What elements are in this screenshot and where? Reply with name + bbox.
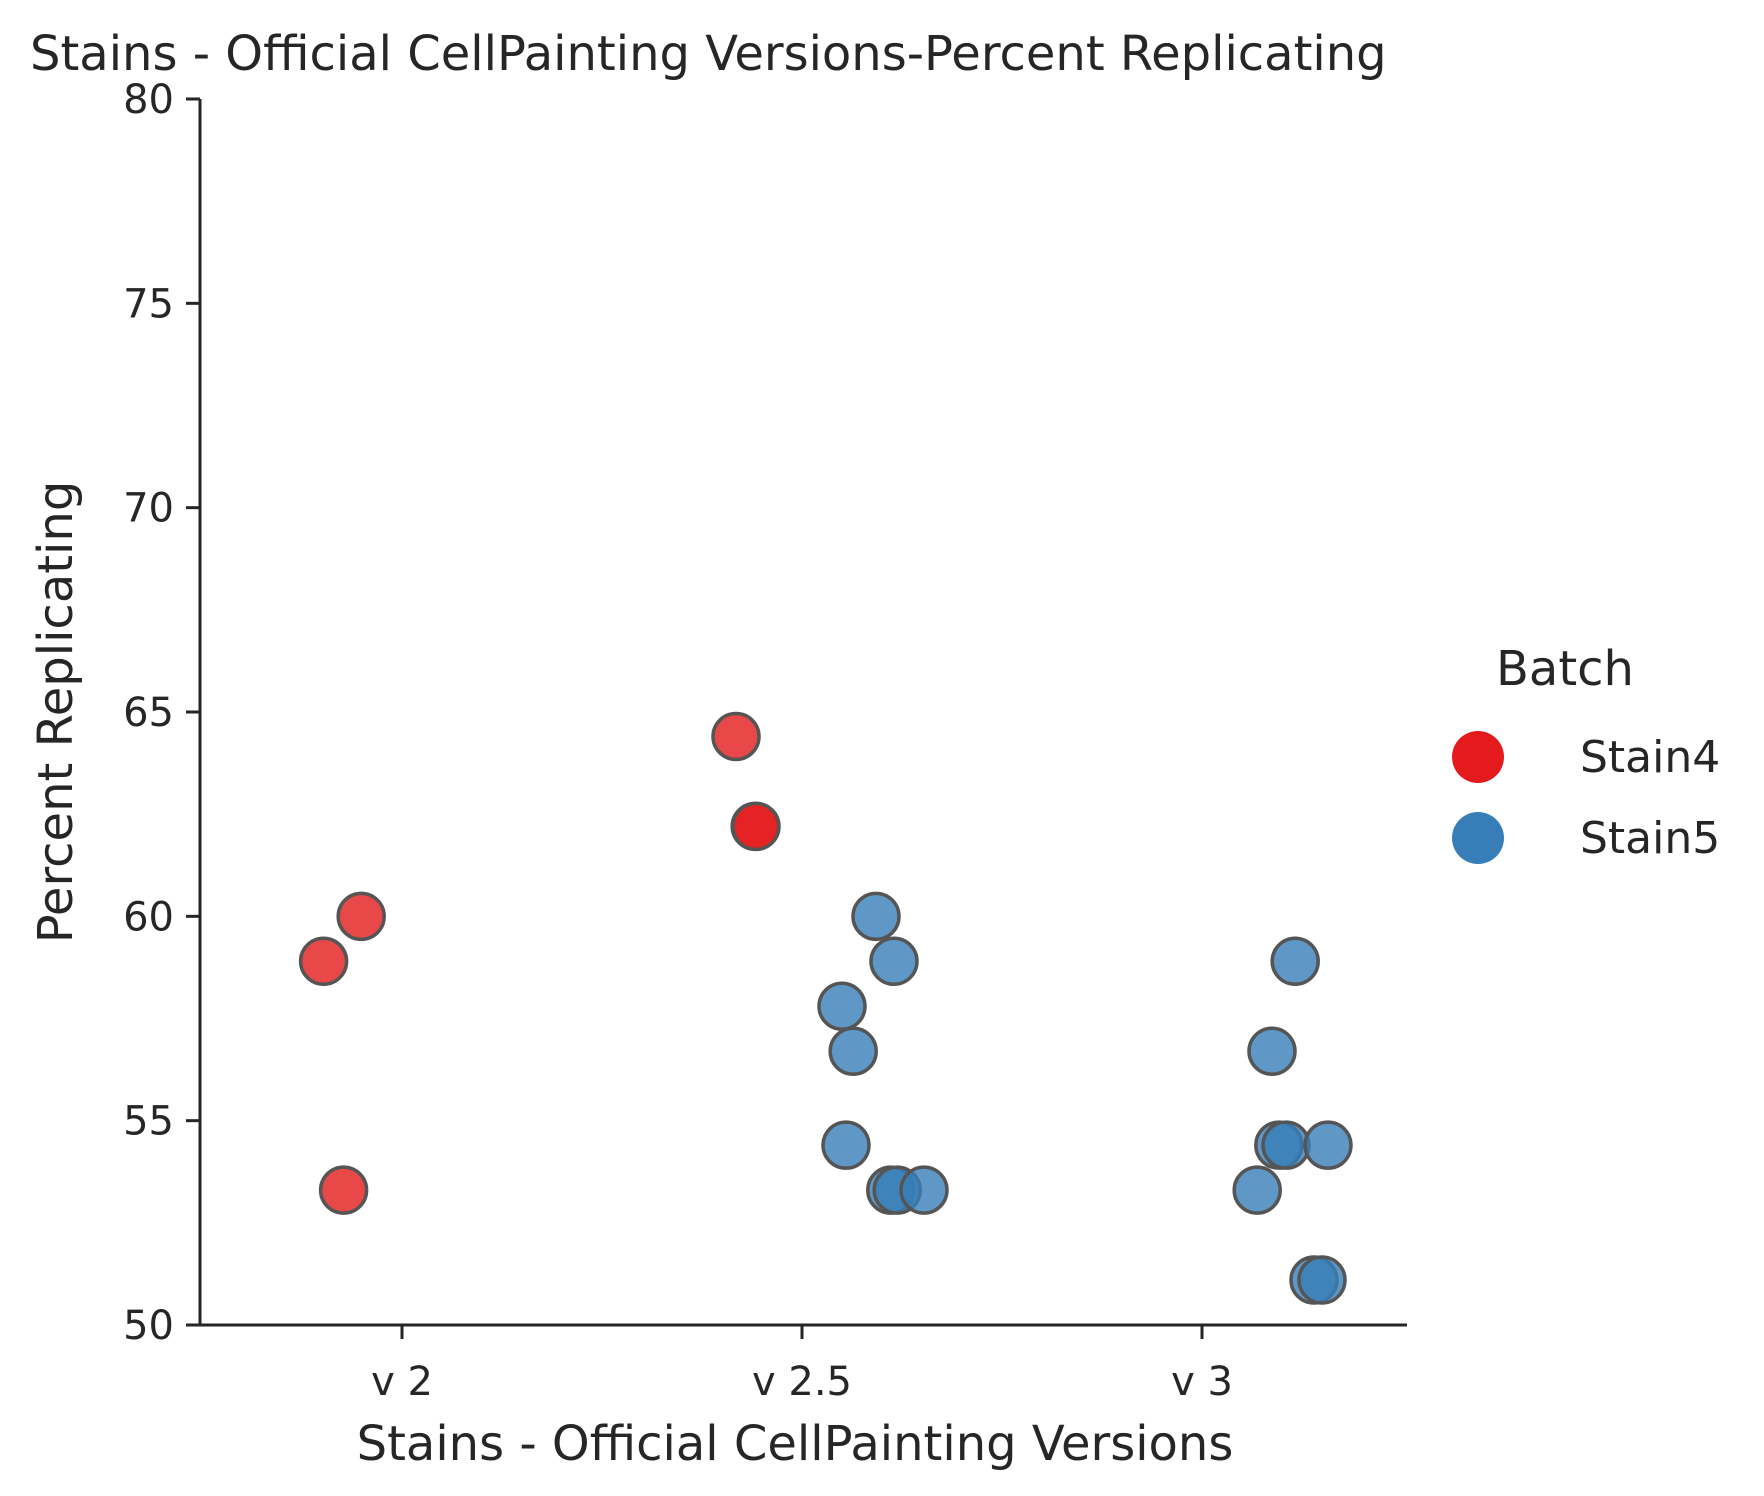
legend-marker [1452, 812, 1504, 864]
y-tick-label: 55 [123, 1099, 174, 1145]
data-point [318, 1165, 369, 1215]
legend: Batch Stain4 Stain5 [1452, 641, 1720, 864]
data-point [869, 936, 919, 987]
y-tick-label: 60 [123, 894, 174, 940]
data-point [336, 891, 386, 942]
y-axis-label: Percent Replicating [28, 481, 84, 944]
data-point [851, 891, 901, 942]
chart-title: Stains - Official CellPainting Versions-… [30, 26, 1387, 82]
data-point [899, 1165, 949, 1215]
data-point [298, 936, 349, 987]
legend-marker [1452, 731, 1504, 783]
plot-area: 50 55 60 65 70 75 80 v 2 v 2.5 v 3 [123, 77, 1407, 1405]
x-tick-label: v 2 [371, 1359, 433, 1405]
legend-label: Stain4 [1580, 732, 1720, 783]
data-point [731, 801, 781, 852]
series-stain5 [817, 891, 1353, 1305]
data-point [817, 981, 867, 1031]
data-point [1247, 1026, 1297, 1076]
data-point [1297, 1255, 1347, 1305]
data-point [1303, 1120, 1353, 1170]
data-point [1270, 936, 1320, 987]
data-point [828, 1026, 878, 1076]
series-stain4 [298, 711, 781, 1215]
y-tick-label: 75 [123, 281, 174, 327]
data-point [1261, 1120, 1311, 1170]
legend-label: Stain5 [1580, 813, 1720, 864]
data-point [821, 1120, 871, 1170]
legend-title: Batch [1496, 641, 1634, 697]
data-point [711, 711, 761, 762]
x-tick-label: v 3 [1171, 1359, 1233, 1405]
y-tick-label: 65 [123, 690, 174, 736]
y-tick-label: 80 [123, 77, 174, 123]
data-point [1232, 1165, 1282, 1215]
x-axis-label: Stains - Official CellPainting Versions [357, 1416, 1234, 1472]
x-tick-label: v 2.5 [752, 1359, 852, 1405]
y-tick-label: 70 [123, 486, 174, 532]
y-tick-label: 50 [123, 1303, 174, 1349]
